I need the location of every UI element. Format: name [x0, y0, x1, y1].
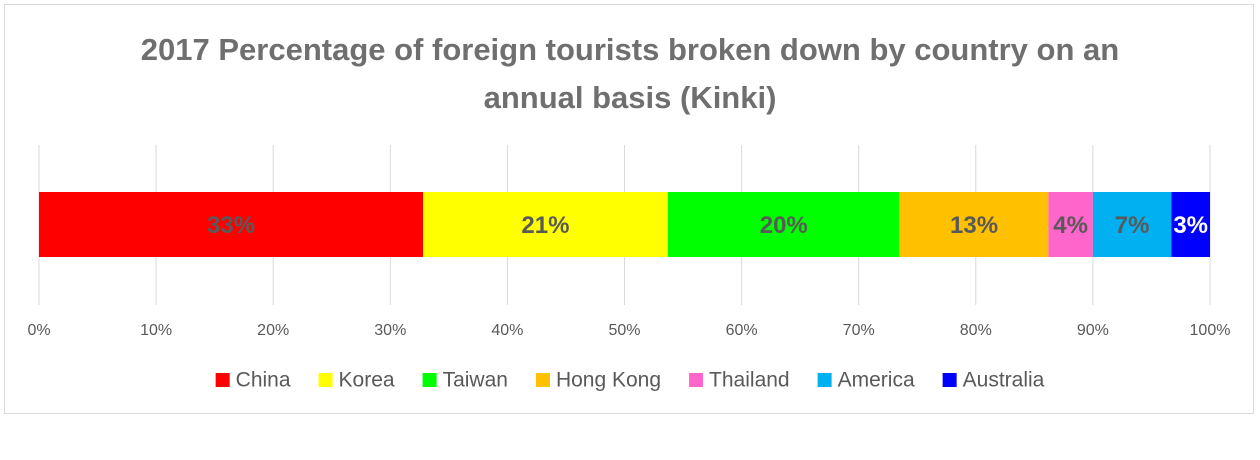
data-label: 20% — [760, 212, 808, 239]
x-tick-label: 50% — [608, 322, 640, 339]
x-tick-label: 10% — [140, 322, 172, 339]
legend-swatch — [422, 373, 437, 387]
x-tick-label: 90% — [1077, 322, 1109, 339]
x-tick-label: 100% — [1190, 322, 1231, 339]
chart-title: 2017 Percentage of foreign tourists brok… — [140, 32, 1120, 115]
bar-segment — [1171, 192, 1210, 257]
bar-segment — [423, 192, 668, 257]
legend-swatch — [318, 373, 333, 387]
data-label: 4% — [1053, 212, 1088, 239]
bar-segment — [1048, 192, 1093, 257]
legend-label: Australia — [963, 369, 1045, 392]
legend-swatch — [215, 373, 230, 387]
bar-segment — [899, 192, 1049, 257]
x-tick-label: 0% — [27, 322, 50, 339]
legend-label: Hong Kong — [556, 369, 661, 392]
legend-swatch — [535, 373, 550, 387]
legend-swatch — [689, 373, 704, 387]
legend-label: Taiwan — [443, 369, 508, 392]
bar-segment — [39, 192, 424, 257]
legend-label: America — [838, 369, 915, 392]
x-tick-label: 60% — [726, 322, 758, 339]
x-tick-label: 20% — [257, 322, 289, 339]
legend-label: China — [236, 369, 291, 392]
legend-label: Korea — [339, 369, 395, 392]
legend-swatch — [817, 373, 832, 387]
data-label: 33% — [207, 212, 255, 239]
data-label: 13% — [950, 212, 998, 239]
x-tick-label: 40% — [491, 322, 523, 339]
x-tick-label: 30% — [374, 322, 406, 339]
bar-segment — [1092, 192, 1172, 257]
data-label: 3% — [1173, 212, 1208, 239]
legend-swatch — [942, 373, 957, 387]
chart-frame — [4, 4, 1254, 414]
data-label: 7% — [1115, 212, 1150, 239]
x-tick-label: 70% — [843, 322, 875, 339]
x-tick-label: 80% — [960, 322, 992, 339]
data-label: 21% — [521, 212, 569, 239]
bar-segment — [667, 192, 900, 257]
legend-label: Thailand — [709, 369, 790, 392]
